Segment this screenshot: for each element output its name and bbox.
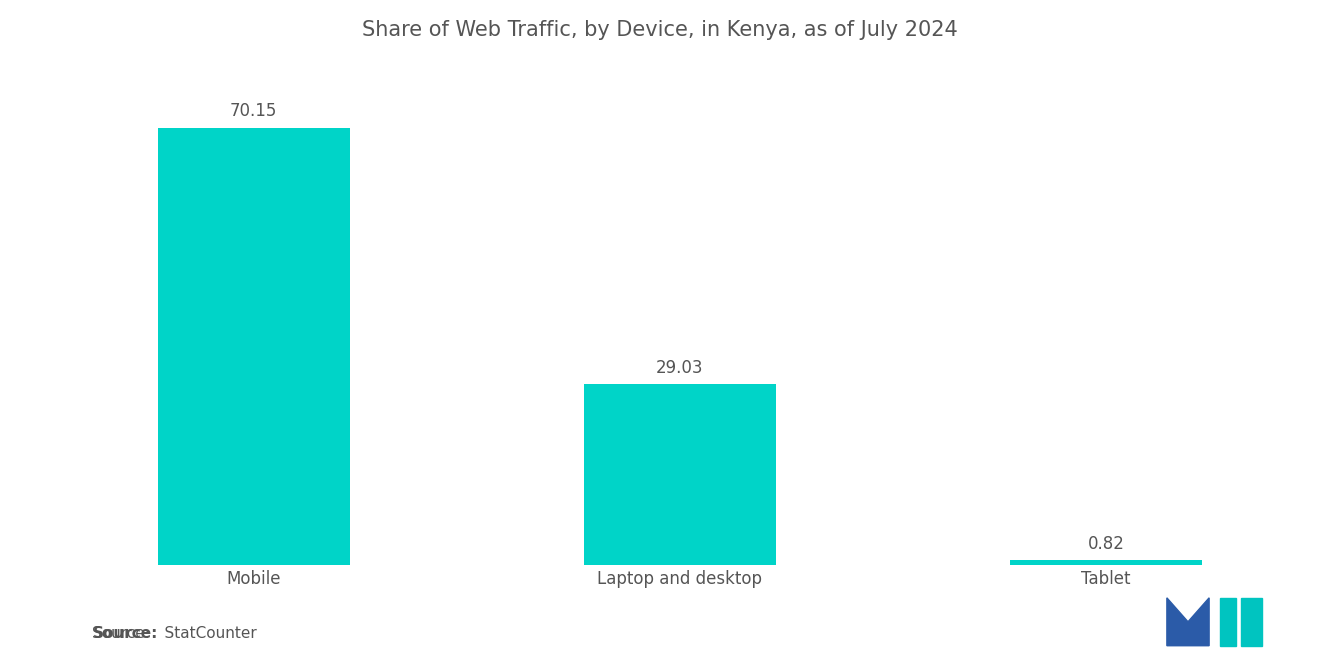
Polygon shape (1220, 598, 1236, 646)
Text: Source:: Source: (92, 626, 158, 642)
Text: 70.15: 70.15 (230, 102, 277, 120)
Bar (1010, 560, 1201, 565)
Bar (158, 128, 350, 565)
Text: 0.82: 0.82 (1088, 535, 1125, 553)
Bar (583, 384, 776, 565)
Polygon shape (1241, 598, 1262, 646)
Text: 29.03: 29.03 (656, 359, 704, 377)
Text: Share of Web Traffic, by Device, in Kenya, as of July 2024: Share of Web Traffic, by Device, in Keny… (362, 20, 958, 40)
Text: Source:   StatCounter: Source: StatCounter (92, 626, 257, 642)
Polygon shape (1167, 598, 1209, 646)
